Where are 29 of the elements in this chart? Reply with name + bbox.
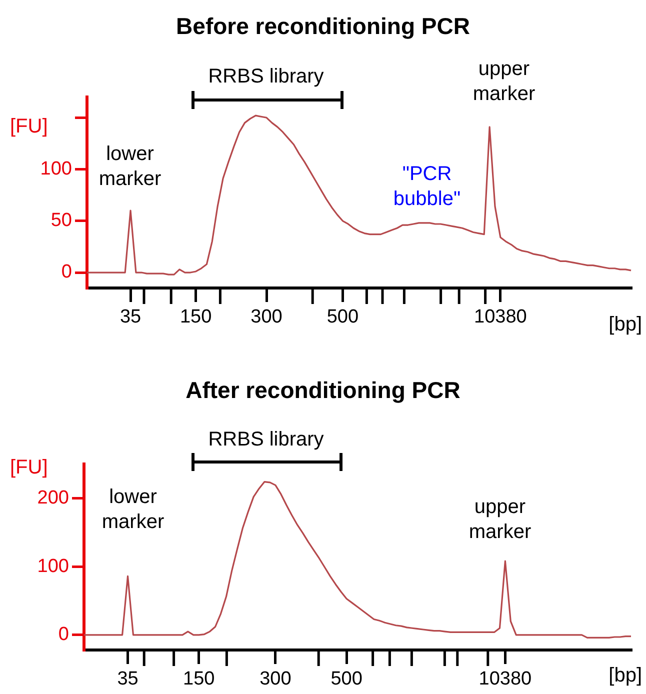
x-tick-label: 150 [183, 668, 215, 690]
x-axis-title: [bp] [608, 314, 642, 336]
y-axis-title: [FU] [10, 116, 48, 138]
y-tick-label: 100 [40, 158, 72, 180]
annotation: upper marker [468, 496, 532, 544]
x-tick-label: 500 [326, 306, 359, 328]
y-tick-label: 50 [50, 210, 72, 232]
y-tick-label: 0 [58, 624, 69, 646]
x-tick-label: 150 [180, 306, 212, 328]
x-tick-label: 300 [260, 668, 292, 690]
x-tick-label: 10380 [474, 306, 527, 328]
chart-title: After reconditioning PCR [184, 377, 462, 404]
annotation: "PCR bubble" [393, 163, 461, 210]
y-tick-label: 200 [37, 487, 69, 508]
x-tick-label: 300 [250, 306, 282, 328]
y-tick-label: 0 [61, 262, 72, 283]
x-tick-label: 500 [330, 668, 362, 690]
y-tick-label: 100 [37, 556, 69, 577]
text: RRBS library [208, 428, 324, 451]
annotation: lower marker [98, 143, 162, 190]
x-tick-label: 35 [120, 306, 142, 328]
annotation: upper marker [472, 58, 536, 106]
y-axis-title: [FU] [10, 456, 48, 479]
x-tick-label: 10380 [478, 668, 532, 690]
chart-title: Before reconditioning PCR [175, 13, 471, 40]
text: RRBS library [208, 66, 324, 88]
annotation: lower marker [102, 486, 164, 534]
x-tick-label: 35 [117, 668, 138, 690]
x-axis-title: [bp] [608, 664, 642, 687]
